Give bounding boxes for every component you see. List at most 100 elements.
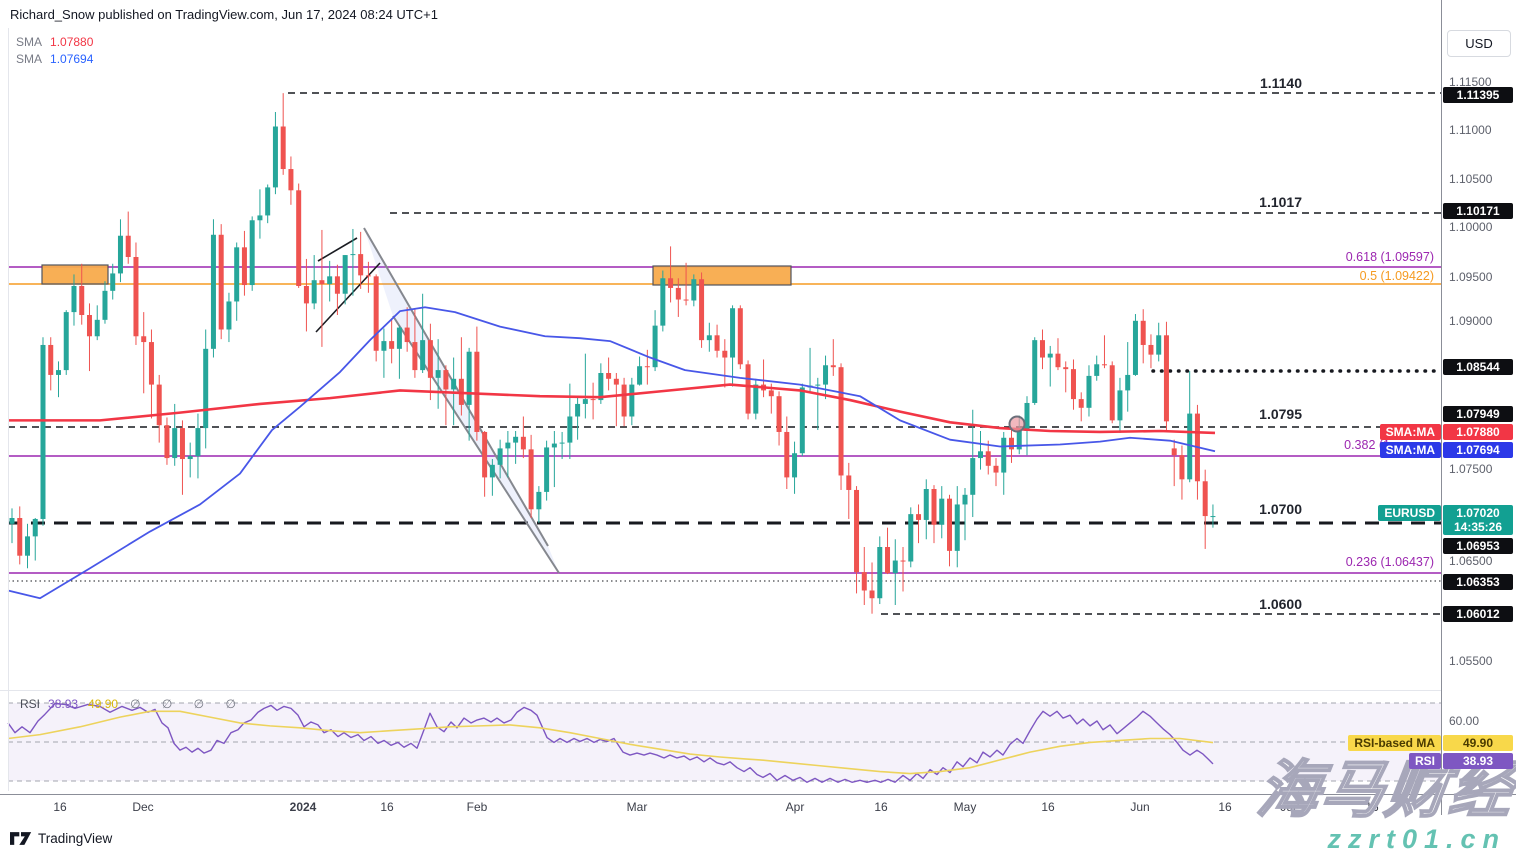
candle-body (1024, 402, 1030, 431)
time-axis-label[interactable]: Apr (785, 800, 805, 814)
candle-body (148, 342, 154, 385)
time-axis-label[interactable]: Jun (1130, 800, 1150, 814)
watermark-url: zzrt01.cn (1327, 824, 1506, 854)
time-axis-label[interactable]: 16 (874, 800, 888, 814)
level-price-label: 1.0700 (1259, 501, 1302, 517)
time-axis-label[interactable]: Dec (132, 800, 154, 814)
price-axis-tick[interactable]: 1.11000 (1449, 123, 1492, 137)
axis-label-chip: EURUSD (1378, 505, 1441, 521)
candle-body (582, 399, 588, 404)
time-axis-label[interactable]: Mar (626, 800, 648, 814)
time-axis-label[interactable]: 2024 (289, 800, 317, 814)
candle-body (249, 220, 255, 286)
candle-body (916, 514, 922, 520)
price-axis-badge: 1.06012 (1443, 606, 1513, 622)
price-axis-tick[interactable]: 1.09500 (1449, 270, 1493, 284)
sma2-legend[interactable]: SMA 1.07694 (16, 52, 93, 66)
candle-body (815, 384, 821, 386)
price-axis-tick[interactable]: 1.10000 (1449, 220, 1493, 234)
price-axis-tick[interactable]: 1.10500 (1449, 172, 1493, 186)
candle-body (737, 308, 743, 365)
candle-body (691, 279, 697, 301)
price-axis-border[interactable] (1441, 0, 1442, 815)
time-axis-border (0, 794, 1516, 795)
candle-body (117, 235, 123, 274)
candle-body (489, 464, 495, 478)
candle-body (1078, 399, 1084, 408)
price-axis-tick[interactable]: 1.11500 (1449, 75, 1492, 89)
candle-body (381, 341, 387, 351)
rsi-empty-values: ∅ ∅ ∅ ∅ (130, 697, 245, 711)
candle-body (17, 518, 23, 556)
candle-body (40, 344, 46, 519)
candle-body (962, 494, 968, 505)
time-axis-label[interactable]: 16 (1365, 800, 1379, 814)
candle-body (389, 341, 395, 349)
chart-left-border (8, 28, 9, 791)
level-price-label: 1.1140 (1259, 75, 1302, 91)
candle-body (714, 335, 720, 351)
candle-body (63, 312, 69, 371)
rsi-legend[interactable]: RSI 38.93 49.90 ∅ ∅ ∅ ∅ (20, 697, 245, 711)
candle-body (838, 367, 844, 476)
candle-body (296, 190, 302, 286)
price-axis-badge: 1.06353 (1443, 574, 1513, 590)
rsi-axis-tick[interactable]: 60.00 (1449, 714, 1480, 728)
candle-body (474, 351, 480, 432)
candle-body (1063, 367, 1069, 370)
price-axis-tick[interactable]: 1.07500 (1449, 462, 1493, 476)
rsi-ma-line (7, 710, 1214, 775)
candle-body (373, 276, 379, 351)
rsi-value: 38.93 (48, 697, 79, 711)
candle-body (1210, 516, 1216, 518)
time-axis-label[interactable]: Feb (466, 800, 488, 814)
time-axis-label[interactable]: 16 (1218, 800, 1232, 814)
candle-body (1101, 364, 1107, 366)
price-axis-badge: 1.10171 (1443, 203, 1513, 219)
candle-body (443, 370, 449, 390)
candle-body (303, 286, 309, 304)
candle-body (1039, 340, 1045, 358)
candle-body (79, 286, 85, 315)
time-axis-label[interactable]: Jul (1280, 800, 1296, 814)
time-axis-label[interactable]: 16 (1041, 800, 1055, 814)
candle-body (683, 299, 689, 301)
candle-body (923, 489, 929, 520)
currency-toggle-button[interactable]: USD (1447, 30, 1511, 57)
candle-body (1086, 375, 1092, 408)
candle-body (869, 590, 875, 599)
candle-body (706, 335, 712, 341)
candle-body (350, 254, 356, 256)
footer-logo[interactable]: TradingView (10, 831, 112, 846)
candle-body (637, 366, 643, 385)
candle-body (404, 327, 410, 343)
pane-divider[interactable] (0, 690, 1441, 691)
candle-body (970, 458, 976, 495)
time-axis-label[interactable]: 16 (380, 800, 394, 814)
time-axis-label[interactable]: 16 (53, 800, 67, 814)
candle-body (241, 247, 247, 286)
price-axis-tick[interactable]: 1.05500 (1449, 654, 1493, 668)
supply-zone-box (652, 265, 792, 286)
candle-body (9, 518, 15, 524)
candle-body (621, 384, 627, 417)
candle-body (598, 373, 604, 401)
candle-body (745, 364, 751, 414)
candle-body (1001, 437, 1007, 473)
price-axis-tick[interactable]: 1.06500 (1449, 554, 1493, 568)
sma1-legend[interactable]: SMA 1.07880 (16, 35, 93, 49)
candle-body (358, 254, 364, 276)
axis-label-chip: SMA:MA (1379, 442, 1441, 458)
candle-body (1070, 369, 1076, 400)
candle-body (1055, 353, 1061, 368)
sma1-value: 1.07880 (50, 35, 94, 49)
candle-body (877, 547, 883, 599)
time-axis-label[interactable]: May (953, 800, 977, 814)
publish-title: Richard_Snow published on TradingView.co… (10, 7, 438, 22)
candle-body (102, 290, 108, 320)
candle-body (272, 126, 278, 188)
candle-body (1171, 448, 1177, 456)
price-axis-tick[interactable]: 1.09000 (1449, 314, 1493, 328)
